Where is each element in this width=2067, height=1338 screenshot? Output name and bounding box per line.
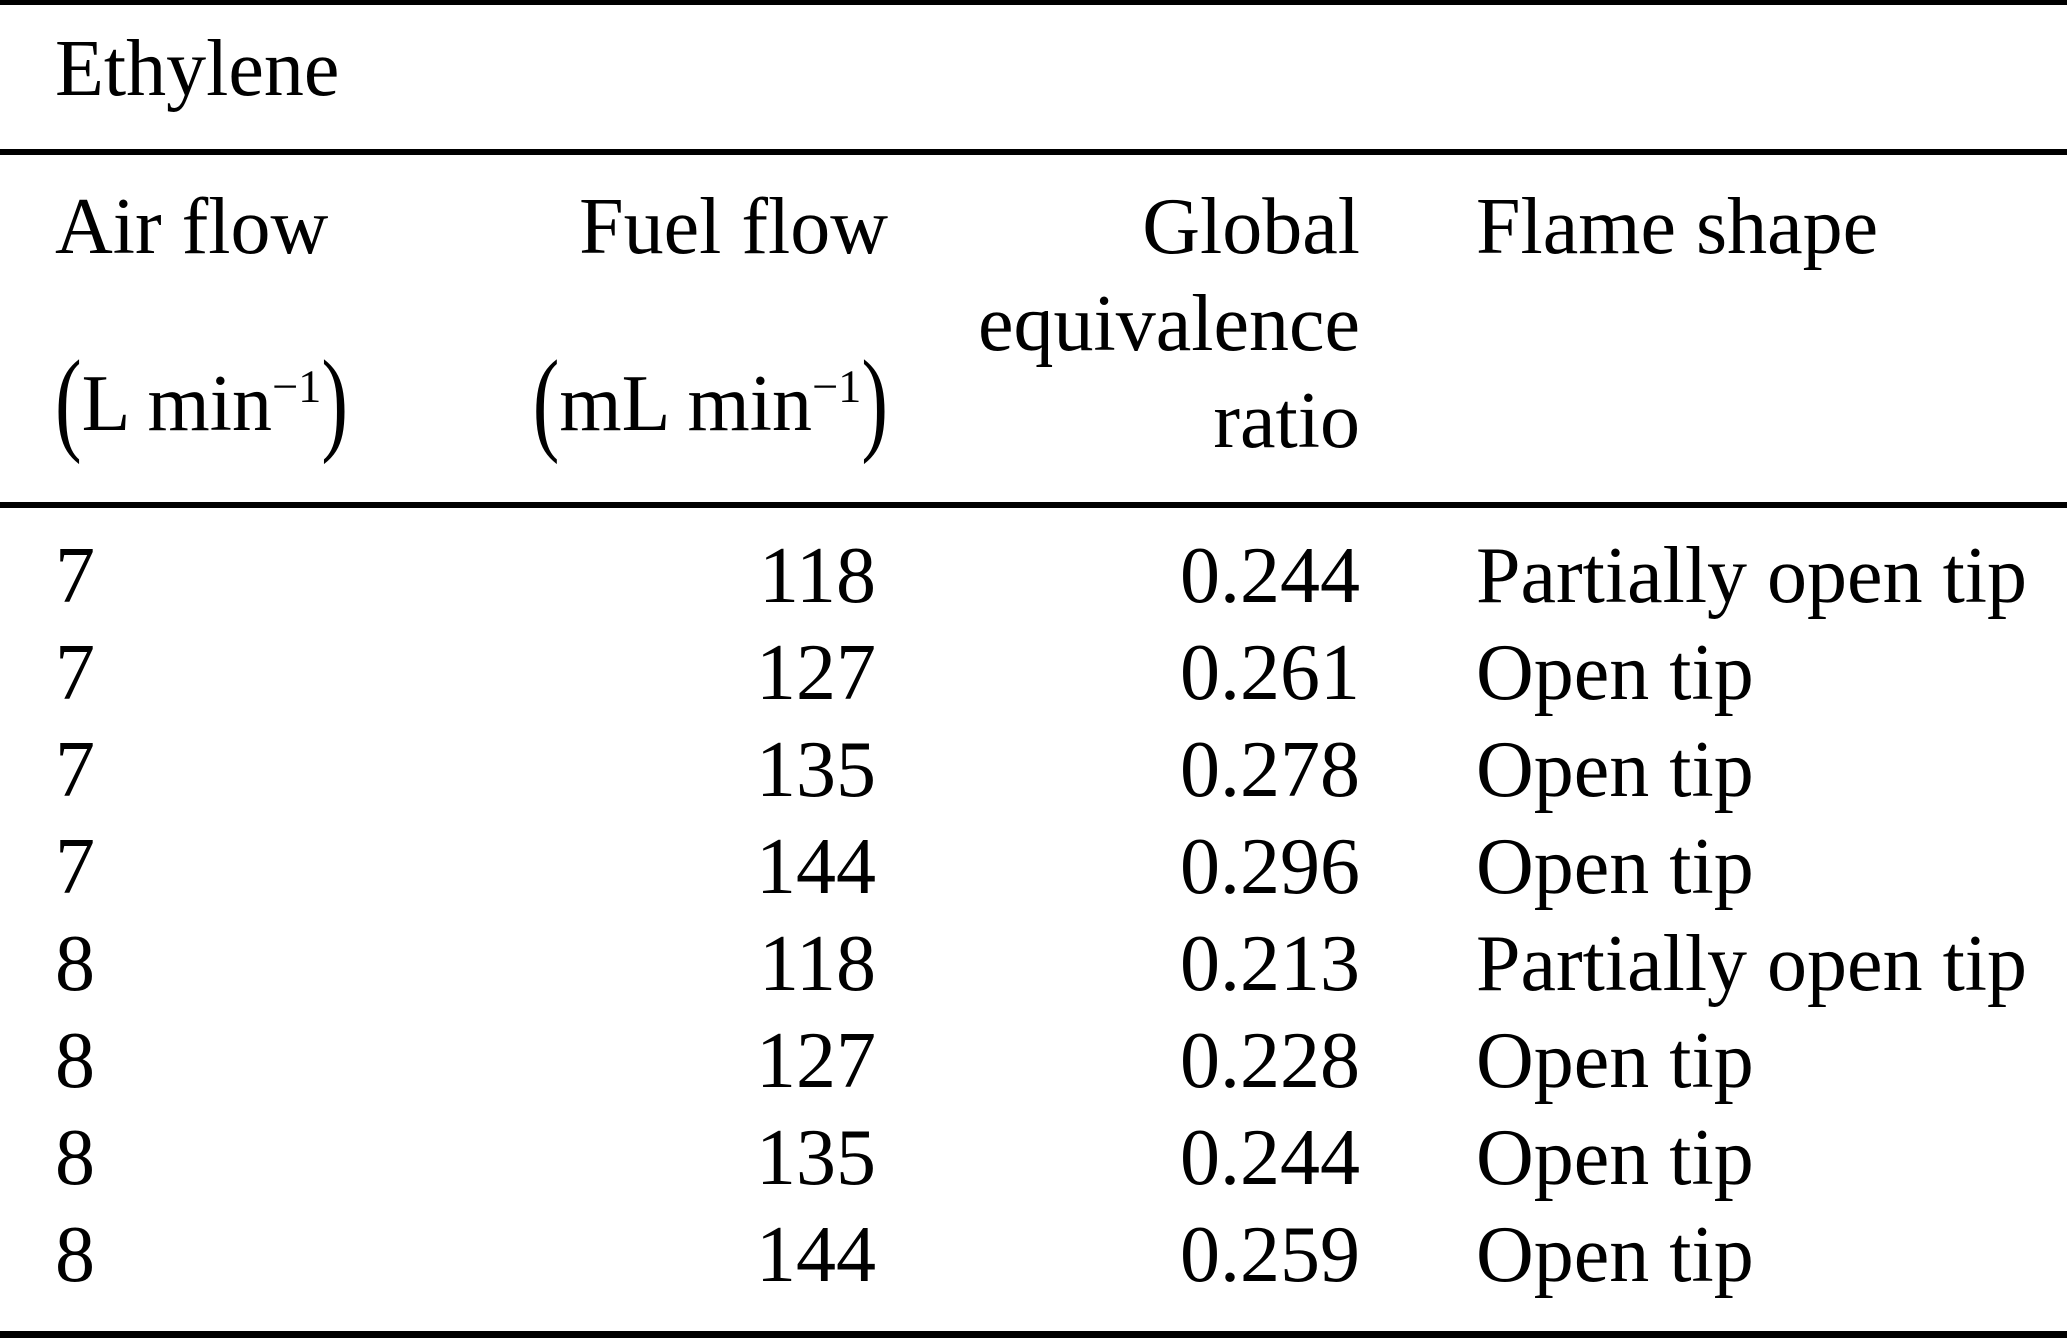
data-cell-equivalence-ratio: 0.278 [1180, 726, 1360, 814]
data-cell-equivalence-ratio: 0.228 [1180, 1017, 1360, 1105]
data-cell-equivalence-ratio: 0.296 [1180, 823, 1360, 911]
data-cell-air-flow: 8 [55, 1211, 95, 1299]
table-row: 7 118 0.244 Partially open tip [0, 528, 2067, 625]
fuel-flow-unit-label: (mL min−1) [475, 338, 888, 466]
data-cell-fuel-flow: 144 [756, 1211, 876, 1299]
column-header-air-flow: Air flow (L min−1) [0, 179, 475, 470]
rule-under-group-label [0, 149, 2067, 155]
table-row: 8 135 0.244 Open tip [0, 1110, 2067, 1207]
open-paren: ( [55, 337, 82, 466]
table-group-label: Ethylene [55, 25, 340, 113]
column-header-row: Air flow (L min−1) Fuel flow (mL min−1) … [0, 179, 2067, 470]
data-cell-air-flow: 7 [55, 532, 95, 620]
ratio-header-line3: ratio [1213, 377, 1360, 465]
ratio-header-line1: Global [1142, 183, 1360, 271]
data-cell-flame-shape: Open tip [1476, 1017, 1754, 1105]
flame-shape-header-label: Flame shape [1476, 183, 1879, 271]
column-header-flame-shape: Flame shape [1362, 179, 2067, 470]
data-table-body: 7 118 0.244 Partially open tip 7 127 0.2… [0, 528, 2067, 1304]
data-cell-flame-shape: Open tip [1476, 629, 1754, 717]
rule-under-column-headers [0, 502, 2067, 508]
data-cell-air-flow: 7 [55, 726, 95, 814]
fuel-flow-unit-exponent: −1 [812, 362, 862, 414]
data-cell-flame-shape: Partially open tip [1476, 920, 2028, 1008]
header-row: Air flow (L min−1) Fuel flow (mL min−1) … [0, 179, 2067, 470]
fuel-flow-unit-text: mL min [559, 360, 812, 448]
data-cell-fuel-flow: 127 [756, 629, 876, 717]
table-row: 7 127 0.261 Open tip [0, 625, 2067, 722]
close-paren: ) [321, 337, 348, 466]
open-paren: ( [532, 337, 560, 466]
data-cell-fuel-flow: 118 [758, 920, 876, 1008]
fuel-flow-header-label: Fuel flow [579, 183, 888, 271]
data-cell-fuel-flow: 135 [756, 726, 876, 814]
table-row: 7 144 0.296 Open tip [0, 819, 2067, 916]
data-cell-fuel-flow: 118 [758, 532, 876, 620]
air-flow-header-label: Air flow [55, 183, 329, 271]
data-cell-flame-shape: Open tip [1476, 1114, 1754, 1202]
data-cell-fuel-flow: 135 [756, 1114, 876, 1202]
data-cell-equivalence-ratio: 0.259 [1180, 1211, 1360, 1299]
data-cell-equivalence-ratio: 0.261 [1180, 629, 1360, 717]
data-cell-flame-shape: Partially open tip [1476, 532, 2028, 620]
data-cell-fuel-flow: 144 [756, 823, 876, 911]
data-cell-air-flow: 8 [55, 920, 95, 1008]
table-top-rule [0, 0, 2067, 5]
table-row: 8 144 0.259 Open tip [0, 1207, 2067, 1304]
air-flow-unit-exponent: −1 [272, 362, 322, 414]
data-cell-air-flow: 7 [55, 823, 95, 911]
column-header-global-equivalence-ratio: Global equivalence ratio [888, 179, 1362, 470]
data-cell-flame-shape: Open tip [1476, 1211, 1754, 1299]
data-cell-equivalence-ratio: 0.213 [1180, 920, 1360, 1008]
table-row: 8 127 0.228 Open tip [0, 1013, 2067, 1110]
data-cell-flame-shape: Open tip [1476, 726, 1754, 814]
air-flow-unit-text: L min [81, 360, 272, 448]
data-cell-air-flow: 8 [55, 1017, 95, 1105]
data-cell-flame-shape: Open tip [1476, 823, 1754, 911]
table-row: 8 118 0.213 Partially open tip [0, 916, 2067, 1013]
data-cell-equivalence-ratio: 0.244 [1180, 1114, 1360, 1202]
table-bottom-rule [0, 1331, 2067, 1338]
ratio-header-line2: equivalence [978, 280, 1360, 368]
column-header-fuel-flow: Fuel flow (mL min−1) [475, 179, 888, 470]
table-row: 7 135 0.278 Open tip [0, 722, 2067, 819]
air-flow-unit-label: (L min−1) [55, 338, 475, 466]
data-cell-fuel-flow: 127 [756, 1017, 876, 1105]
data-cell-equivalence-ratio: 0.244 [1180, 532, 1360, 620]
data-cell-air-flow: 8 [55, 1114, 95, 1202]
data-cell-air-flow: 7 [55, 629, 95, 717]
close-paren: ) [861, 337, 888, 466]
